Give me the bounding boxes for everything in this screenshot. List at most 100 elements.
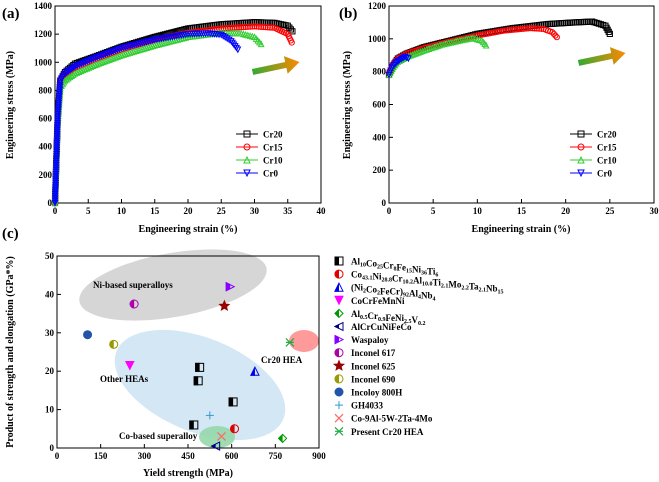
panel-a-legend: Cr20 Cr15 Cr10 Cr0 (236, 130, 283, 179)
scatter-point (205, 411, 214, 420)
data-point (483, 30, 490, 38)
legend-marker (334, 413, 344, 423)
y-tick-label: 600 (373, 100, 387, 110)
data-point (151, 41, 159, 49)
data-point (113, 53, 121, 60)
data-point (394, 58, 402, 65)
x-tick-label: 0 (387, 206, 392, 216)
data-point (454, 37, 461, 45)
data-point (434, 42, 441, 50)
panel-b-ticks: 0 5 10 15 20 25 30 0 200 400 600 800 1000 1200 (368, 1, 659, 216)
x-tick-label: 25 (217, 206, 227, 216)
legend-marker (577, 155, 585, 164)
series-cr0 (51, 30, 242, 207)
data-point (170, 36, 177, 44)
panel-b-series (385, 18, 613, 79)
data-point (451, 37, 459, 45)
series-cr20 (51, 19, 296, 207)
scatter-point-fill (210, 443, 216, 449)
data-point (425, 45, 433, 52)
y-tick-label: 200 (39, 170, 53, 180)
data-point (99, 58, 107, 66)
data-point (159, 39, 167, 47)
legend-label: Waspaloy (351, 335, 389, 345)
data-point (93, 60, 101, 68)
data-point (518, 25, 525, 33)
panel-c-legend: Al10Co25Cr8Fe15Ni36Ti6Co43.1Ni28.8Cr10.2… (332, 256, 504, 437)
y-tick-label: 200 (373, 165, 387, 175)
x-tick-label: 15 (150, 206, 160, 216)
data-point (157, 40, 165, 47)
legend-label: Cr0 (597, 169, 612, 179)
data-point (124, 49, 132, 57)
data-point (287, 26, 294, 33)
legend-label: CoCrFeMnNi (351, 296, 405, 306)
x-tick-label: 150 (94, 451, 108, 461)
data-point (111, 53, 119, 61)
x-tick-label: 15 (517, 206, 527, 216)
data-point (163, 38, 171, 46)
y-tick-label: 40 (45, 289, 55, 299)
x-tick-label: 35 (283, 206, 293, 216)
data-point (269, 24, 276, 31)
scatter-point-fill (109, 339, 114, 349)
data-point (533, 25, 541, 32)
y-tick-label: 800 (373, 67, 387, 77)
data-point (288, 39, 295, 46)
data-point (143, 44, 150, 51)
x-tick-label: 10 (473, 206, 483, 216)
x-tick-label: 40 (317, 206, 327, 216)
data-point (489, 29, 496, 36)
data-point (234, 46, 242, 54)
panel-c-label: (c) (2, 226, 19, 242)
data-point (165, 37, 173, 45)
legend-marker-fill (334, 282, 339, 292)
data-point (522, 25, 530, 32)
x-tick-label: 900 (312, 451, 326, 461)
data-point (605, 28, 612, 35)
data-point (105, 56, 113, 63)
data-point (132, 47, 140, 55)
legend-label: Co43.1Ni28.8Cr10.2Al10.0Ti2.1Mo2.2Ta2.1N… (351, 270, 504, 296)
data-point (147, 42, 155, 50)
legend-label: Cr0 (263, 169, 278, 179)
data-point (423, 45, 430, 53)
data-point (511, 26, 518, 33)
data-point (553, 34, 560, 41)
x-tick-label: 750 (269, 451, 283, 461)
data-point (552, 32, 559, 39)
panel-c: (c) 0 150 300 450 600 750 900 0 10 20 30 40 50 Ni-ba… (2, 226, 504, 479)
x-tick-label: 0 (53, 206, 58, 216)
data-point (527, 25, 534, 32)
y-tick-label: 10 (45, 405, 55, 415)
data-point (415, 48, 422, 56)
scatter-point-fill (277, 433, 283, 444)
data-point (174, 35, 182, 43)
data-point (507, 26, 514, 34)
panel-a-ticks: 0 5 10 15 20 25 30 35 40020040060080010001200140… (34, 1, 326, 216)
data-point (284, 22, 291, 29)
data-point (485, 30, 492, 37)
data-point (95, 59, 103, 67)
scatter-point-fill (189, 420, 194, 430)
scatter-point-fill (193, 376, 199, 386)
data-point (391, 60, 399, 68)
legend-marker-fill (334, 323, 339, 330)
data-point (118, 51, 125, 59)
legend-label: Incoloy 800H (351, 388, 402, 398)
legend-marker-fill (334, 269, 339, 279)
scatter-point (83, 330, 93, 340)
data-point (180, 34, 188, 42)
legend-label: Inconel 617 (351, 348, 396, 358)
data-point (155, 40, 163, 48)
legend-marker (577, 130, 585, 138)
data-point (500, 27, 507, 34)
legend-label: Al10Co25Cr8Fe15Ni36Ti6 (351, 257, 438, 279)
y-tick-label: 1000 (368, 34, 387, 44)
legend-marker (332, 359, 346, 371)
x-tick-label: 0 (55, 451, 60, 461)
scatter-point (124, 360, 135, 371)
cr20-region (289, 330, 319, 352)
data-point (536, 25, 543, 32)
